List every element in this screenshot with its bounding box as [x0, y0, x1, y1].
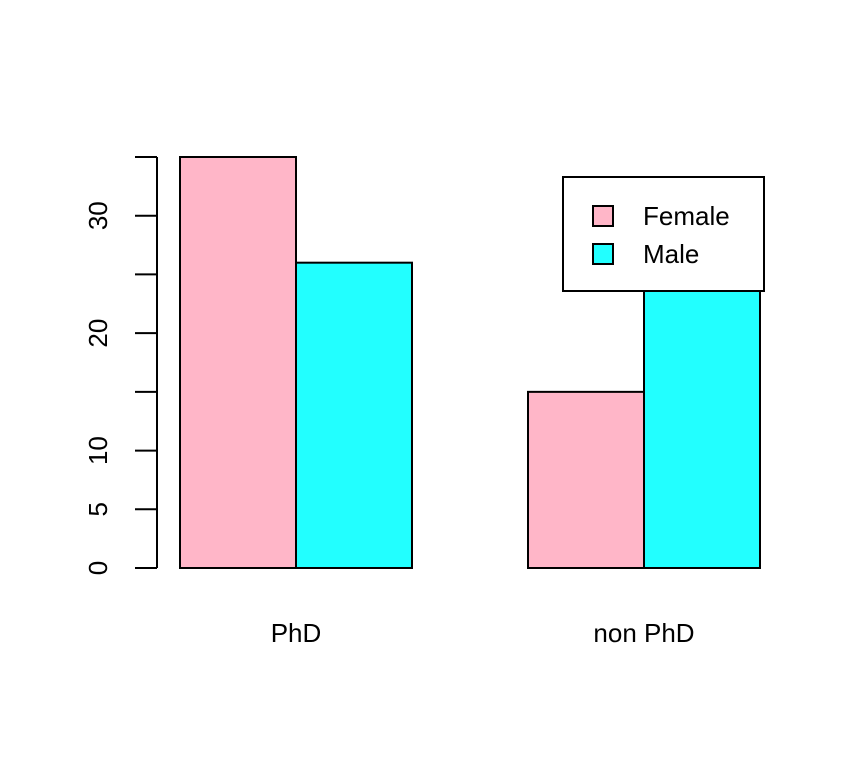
legend-label-male: Male [643, 239, 699, 269]
bar-male-1 [643, 285, 761, 569]
y-tick-label: 5 [83, 502, 113, 516]
legend-box [562, 176, 765, 292]
legend-label-female: Female [643, 201, 730, 231]
bar-male-0 [295, 261, 413, 569]
bar-female-1 [527, 390, 645, 569]
legend-swatch-male [592, 243, 614, 265]
bars [179, 156, 761, 569]
legend: Female Male [562, 176, 765, 292]
y-tick-label: 0 [83, 561, 113, 575]
category-labels: PhD non PhD [271, 618, 695, 648]
y-tick-label: 10 [83, 436, 113, 465]
legend-swatch-female [592, 205, 614, 227]
bar-female-0 [179, 156, 297, 569]
y-tick-label: 20 [83, 319, 113, 348]
y-axis: 0 5 10 20 30 [83, 156, 158, 575]
y-tick-label: 30 [83, 201, 113, 230]
category-label: non PhD [593, 618, 694, 648]
category-label: PhD [271, 618, 322, 648]
